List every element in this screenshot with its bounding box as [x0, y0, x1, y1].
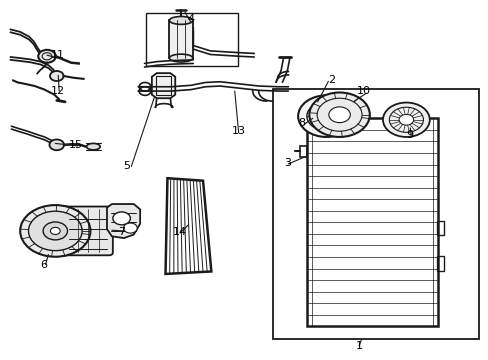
Polygon shape — [165, 178, 211, 274]
Circle shape — [309, 93, 369, 137]
Ellipse shape — [169, 54, 192, 62]
Circle shape — [50, 71, 63, 81]
Circle shape — [398, 114, 413, 125]
Text: 11: 11 — [51, 50, 65, 60]
Circle shape — [317, 110, 334, 123]
Text: 13: 13 — [231, 126, 245, 135]
Text: 12: 12 — [51, 86, 65, 96]
Polygon shape — [107, 204, 140, 238]
Circle shape — [38, 50, 56, 63]
Circle shape — [28, 211, 82, 251]
Text: 8: 8 — [298, 118, 305, 128]
Text: 9: 9 — [406, 130, 413, 140]
Text: 5: 5 — [123, 161, 130, 171]
Circle shape — [328, 107, 349, 123]
Text: 7: 7 — [118, 227, 125, 237]
Text: 14: 14 — [173, 227, 187, 237]
Text: 2: 2 — [327, 75, 334, 85]
Bar — [272, 89, 478, 338]
Bar — [156, 76, 171, 95]
Ellipse shape — [86, 143, 100, 150]
Circle shape — [50, 227, 60, 234]
Text: 15: 15 — [69, 140, 83, 150]
Text: 10: 10 — [356, 86, 370, 96]
Polygon shape — [152, 73, 175, 98]
Bar — [169, 21, 192, 58]
Text: 4: 4 — [187, 14, 194, 24]
Circle shape — [20, 205, 90, 257]
Ellipse shape — [169, 17, 192, 24]
Text: 6: 6 — [40, 260, 47, 270]
Circle shape — [123, 223, 137, 233]
Circle shape — [113, 212, 130, 225]
Text: 3: 3 — [284, 158, 290, 168]
FancyBboxPatch shape — [61, 207, 113, 255]
Bar — [146, 13, 237, 66]
Circle shape — [298, 95, 354, 137]
Text: 1: 1 — [355, 341, 362, 351]
Bar — [306, 118, 437, 326]
Circle shape — [43, 222, 67, 240]
Circle shape — [49, 139, 64, 150]
Circle shape — [382, 103, 429, 137]
